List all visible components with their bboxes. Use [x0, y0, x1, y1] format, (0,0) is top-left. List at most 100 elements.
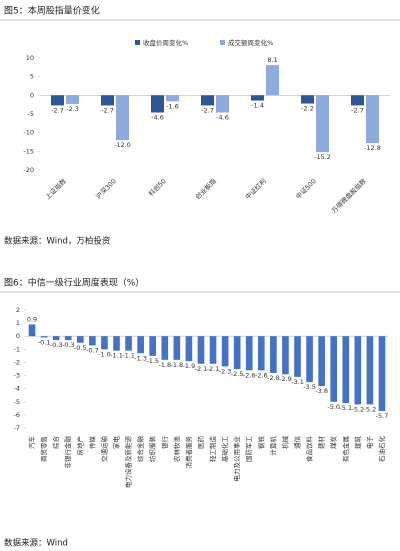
- value-label: -1.5: [146, 357, 159, 365]
- bar: [201, 95, 214, 106]
- bar: [318, 336, 325, 387]
- value-label: -4.6: [216, 114, 229, 122]
- bar: [101, 336, 108, 350]
- value-label: -1.1: [110, 352, 123, 360]
- value-label: -3.8: [315, 387, 328, 395]
- y-tick-label: -20: [23, 166, 34, 174]
- bar: [151, 95, 164, 113]
- value-label: -12.8: [364, 144, 381, 152]
- x-tick-label: 钢铁: [256, 436, 265, 450]
- x-tick-label: 创业板指: [193, 176, 218, 201]
- figure-source: 数据来源：Wind，万柏投资: [4, 236, 111, 247]
- bar: [113, 336, 120, 351]
- value-label: -1.8: [158, 361, 171, 369]
- figure-title: 图5：本周股指量价变化: [4, 5, 100, 17]
- figure-title: 图6：中信一级行业周度表现（%）: [4, 277, 144, 289]
- bar: [378, 336, 386, 411]
- x-tick-label: 中证500: [293, 176, 317, 200]
- bar: [266, 65, 279, 96]
- x-tick-label: 计算机: [268, 436, 277, 456]
- x-tick-label: 传媒: [87, 436, 96, 450]
- bar: [233, 336, 241, 369]
- bar: [282, 336, 289, 375]
- bar: [306, 336, 313, 383]
- y-tick-label: 2: [16, 306, 20, 314]
- x-tick-label: 消费者服务: [184, 436, 193, 469]
- value-label: -2.2: [301, 105, 314, 113]
- value-label: -0.5: [74, 344, 87, 352]
- x-tick-label: 电力设备及新能源: [124, 436, 133, 489]
- x-tick-label: 通信: [293, 436, 302, 450]
- value-label: -12.0: [114, 141, 131, 149]
- y-tick-label: 0: [30, 91, 34, 99]
- value-label: -2.6: [255, 371, 268, 379]
- y-tick-label: -10: [23, 129, 34, 137]
- x-tick-label: 煤炭: [329, 436, 338, 450]
- y-tick-label: 0: [16, 332, 20, 340]
- value-label: -3.5: [303, 383, 316, 391]
- x-tick-label: 万得微盘股指数: [329, 176, 368, 215]
- x-tick-label: 建材: [317, 436, 326, 450]
- y-tick-label: 10: [26, 54, 34, 62]
- legend-label: 收盘价周变化%: [143, 38, 188, 47]
- x-tick-label: 房地产: [75, 436, 84, 456]
- x-tick-label: 医药: [196, 436, 205, 450]
- value-label: -1.3: [134, 354, 147, 362]
- x-tick-label: 石油石化: [377, 436, 386, 463]
- value-label: -0.3: [50, 341, 63, 349]
- x-tick-label: 上证指数: [43, 176, 68, 201]
- y-tick-label: -2: [14, 358, 20, 366]
- value-label: -2.8: [267, 374, 280, 382]
- value-label: 8.1: [267, 56, 277, 64]
- bar: [52, 336, 60, 341]
- bar: [221, 336, 229, 367]
- value-label: -1.9: [183, 362, 196, 370]
- x-tick-label: 中证红利: [243, 176, 268, 201]
- x-tick-label: 农林牧渔: [172, 436, 181, 463]
- value-label: -5.2: [364, 405, 377, 413]
- y-tick-label: -1: [14, 345, 20, 353]
- value-label: -1.8: [170, 361, 183, 369]
- value-label: -2.3: [66, 105, 79, 113]
- bar: [76, 336, 84, 343]
- bar: [245, 336, 253, 371]
- x-tick-label: 基础化工: [220, 436, 229, 463]
- value-label: -0.1: [38, 339, 51, 347]
- bar: [161, 336, 169, 360]
- bar: [354, 336, 362, 405]
- x-tick-label: 沪深300: [93, 176, 117, 200]
- value-label: -4.6: [151, 114, 164, 122]
- y-tick-label: -3: [14, 372, 20, 380]
- x-tick-label: 建筑: [353, 436, 362, 450]
- x-tick-label: 家电: [112, 436, 121, 450]
- bar: [351, 95, 364, 106]
- bar: [257, 336, 265, 371]
- x-tick-label: 国防军工: [244, 436, 253, 463]
- bar: [173, 336, 181, 360]
- x-tick-label: 电子: [365, 436, 374, 450]
- y-tick-label: -4: [14, 385, 20, 393]
- bar: [342, 336, 350, 404]
- y-tick-label: -5: [28, 110, 34, 118]
- value-label: -5.2: [351, 405, 364, 413]
- bar: [209, 336, 217, 364]
- x-tick-label: 机械: [280, 436, 289, 450]
- bar: [301, 95, 314, 104]
- x-tick-label: 轻工制造: [208, 436, 217, 463]
- legend-swatch: [220, 40, 225, 45]
- x-tick-label: 银行: [160, 436, 169, 450]
- value-label: -2.9: [279, 375, 292, 383]
- value-label: -2.3: [219, 367, 232, 375]
- legend-swatch: [135, 40, 140, 45]
- bar: [28, 324, 36, 337]
- value-label: -1.0: [98, 350, 111, 358]
- bar: [101, 95, 114, 106]
- bar: [197, 336, 205, 364]
- x-tick-label: 综合: [51, 436, 60, 450]
- value-label: -2.7: [201, 106, 214, 114]
- value-label: -2.7: [351, 106, 364, 114]
- bar: [137, 336, 144, 354]
- bar: [40, 336, 48, 338]
